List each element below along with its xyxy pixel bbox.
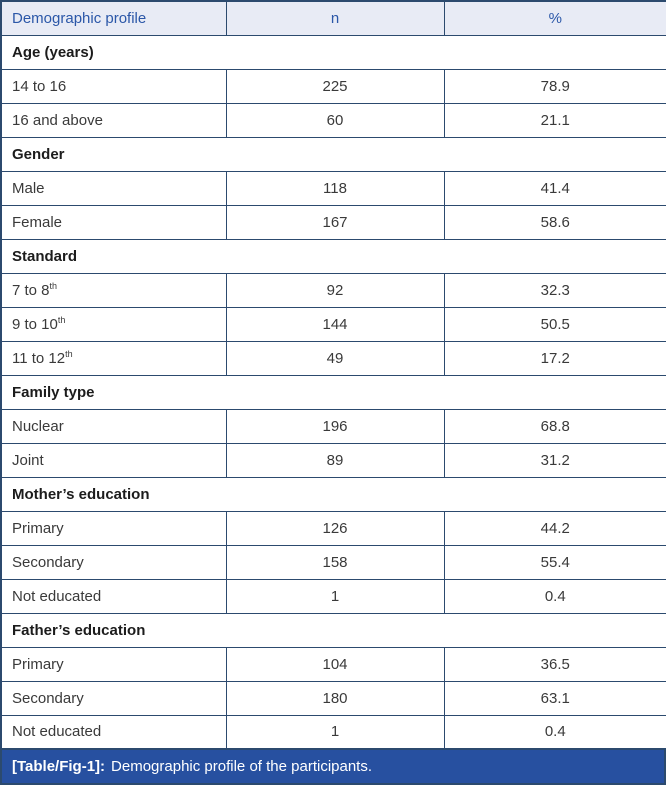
row-count: 104 <box>225 646 445 682</box>
header-row: Demographic profile n % <box>0 0 666 36</box>
row-count: 89 <box>225 442 445 478</box>
row-percent: 31.2 <box>443 442 666 478</box>
row-count: 49 <box>225 340 445 376</box>
section-title: Family type <box>0 374 666 410</box>
table-row: Female 167 58.6 <box>0 204 666 240</box>
row-percent: 63.1 <box>443 680 666 716</box>
section-row: Father’s education <box>0 612 666 648</box>
table-row: Secondary 180 63.1 <box>0 680 666 716</box>
row-label: 11 to 12th <box>0 340 227 376</box>
table-header: Demographic profile n % <box>0 0 666 36</box>
row-count: 196 <box>225 408 445 444</box>
row-label: Primary <box>0 646 227 682</box>
row-percent: 0.4 <box>443 578 666 614</box>
row-label: Not educated <box>0 578 227 614</box>
section-row: Gender <box>0 136 666 172</box>
table-row: Secondary 158 55.4 <box>0 544 666 580</box>
row-percent: 55.4 <box>443 544 666 580</box>
row-count: 180 <box>225 680 445 716</box>
section-row: Family type <box>0 374 666 410</box>
table-row: Not educated 1 0.4 <box>0 714 666 750</box>
section-row: Standard <box>0 238 666 274</box>
table-row: 7 to 8th 92 32.3 <box>0 272 666 308</box>
section-row: Mother’s education <box>0 476 666 512</box>
row-label: Joint <box>0 442 227 478</box>
table-row: 11 to 12th 49 17.2 <box>0 340 666 376</box>
row-count: 167 <box>225 204 445 240</box>
section-title: Father’s education <box>0 612 666 648</box>
header-demographic-profile: Demographic profile <box>0 0 227 36</box>
row-percent: 0.4 <box>443 714 666 750</box>
section-title: Age (years) <box>0 34 666 70</box>
section-title: Gender <box>0 136 666 172</box>
table-row: 9 to 10th 144 50.5 <box>0 306 666 342</box>
row-percent: 36.5 <box>443 646 666 682</box>
section-title: Standard <box>0 238 666 274</box>
row-percent: 68.8 <box>443 408 666 444</box>
row-label: 14 to 16 <box>0 68 227 104</box>
row-label: Female <box>0 204 227 240</box>
row-label: 16 and above <box>0 102 227 138</box>
table-row: Joint 89 31.2 <box>0 442 666 478</box>
row-count: 126 <box>225 510 445 546</box>
ordinal-suffix: th <box>65 348 73 359</box>
row-label: Nuclear <box>0 408 227 444</box>
row-label: Primary <box>0 510 227 546</box>
section-row: Age (years) <box>0 34 666 70</box>
row-count: 1 <box>225 578 445 614</box>
row-percent: 32.3 <box>443 272 666 308</box>
row-percent: 17.2 <box>443 340 666 376</box>
row-label: Not educated <box>0 714 227 750</box>
ordinal-suffix: th <box>57 314 66 325</box>
row-count: 60 <box>225 102 445 138</box>
row-count: 118 <box>225 170 445 206</box>
ordinal-suffix: th <box>49 280 58 291</box>
row-percent: 21.1 <box>443 102 666 138</box>
row-count: 158 <box>225 544 445 580</box>
row-label: Secondary <box>0 680 227 716</box>
row-count: 225 <box>225 68 445 104</box>
table-row: 14 to 16 225 78.9 <box>0 68 666 104</box>
row-percent: 58.6 <box>443 204 666 240</box>
row-percent: 41.4 <box>443 170 666 206</box>
row-percent: 78.9 <box>443 68 666 104</box>
table-row: 16 and above 60 21.1 <box>0 102 666 138</box>
table-body: Age (years) 14 to 16 225 78.9 16 and above 60… <box>0 34 666 750</box>
row-percent: 44.2 <box>443 510 666 546</box>
demographic-table: Demographic profile n % Age (years) 14 to… <box>0 0 666 750</box>
caption-text: Demographic profile of the participants. <box>111 758 373 775</box>
table-row: Male 118 41.4 <box>0 170 666 206</box>
section-title: Mother’s education <box>0 476 666 512</box>
row-label: 9 to 10th <box>0 306 227 342</box>
table-row: Primary 126 44.2 <box>0 510 666 546</box>
row-label: Secondary <box>0 544 227 580</box>
table-row: Nuclear 196 68.8 <box>0 408 666 444</box>
row-label: 7 to 8th <box>0 272 227 308</box>
header-percent: % <box>443 0 666 36</box>
table-caption: [Table/Fig-1]: Demographic profile of th… <box>0 750 666 785</box>
row-count: 92 <box>225 272 445 308</box>
row-label: Male <box>0 170 227 206</box>
caption-label: [Table/Fig-1]: <box>12 758 106 775</box>
row-count: 144 <box>225 306 445 342</box>
row-count: 1 <box>225 714 445 750</box>
header-n: n <box>225 0 445 36</box>
table-row: Primary 104 36.5 <box>0 646 666 682</box>
table-row: Not educated 1 0.4 <box>0 578 666 614</box>
row-percent: 50.5 <box>443 306 666 342</box>
